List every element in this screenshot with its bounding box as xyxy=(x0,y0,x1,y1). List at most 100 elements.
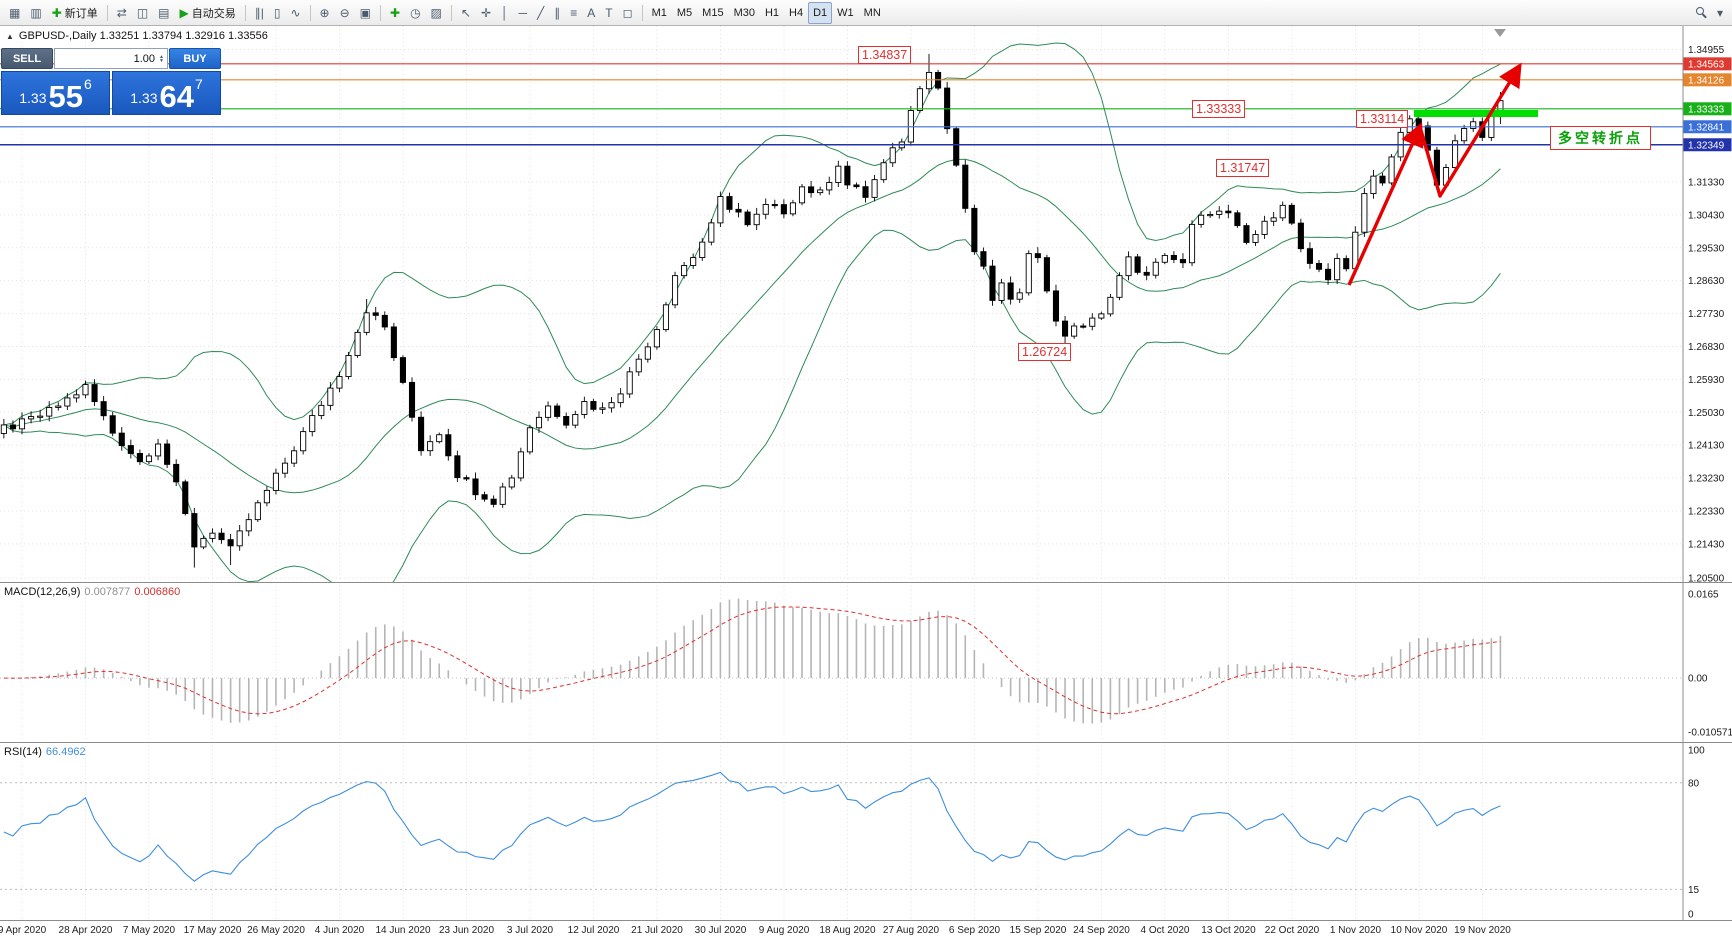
horizontal-grid xyxy=(0,49,1683,579)
macd-panel-svg[interactable]: 0.0165 0.00 -0.010571 xyxy=(0,582,1732,742)
trendline-icon-glyph: ╱ xyxy=(537,5,545,20)
price-annotation-1.34837[interactable]: 1.34837 xyxy=(858,46,912,64)
uptick-icon: ▲ xyxy=(6,31,14,41)
line-chart-icon-glyph: ∿ xyxy=(290,5,301,20)
vertical-line-icon[interactable]: │ xyxy=(496,2,514,24)
svg-text:1.21430: 1.21430 xyxy=(1688,539,1725,550)
text-icon-glyph: A xyxy=(587,5,596,20)
date-label: 19 Nov 2020 xyxy=(1454,925,1511,936)
tf-w1[interactable]: W1 xyxy=(837,6,854,19)
price-tag-bg xyxy=(1683,120,1732,134)
cursor-icon-glyph: ↖ xyxy=(460,5,471,20)
volume-stepper[interactable]: ▲ ▼ xyxy=(159,53,164,64)
date-label: 12 Jul 2020 xyxy=(567,925,620,936)
candlesticks xyxy=(0,53,1504,568)
turning-point-note[interactable]: 多空转折点 xyxy=(1550,126,1651,150)
periods-icon[interactable]: ◷ xyxy=(405,2,425,24)
symbol-ohlc-text: GBPUSD-,Daily 1.33251 1.33794 1.32916 1.… xyxy=(18,30,268,42)
candlestick-chart-icon-glyph: ▯ xyxy=(273,5,281,20)
search-icon[interactable] xyxy=(1691,2,1712,24)
sell-button[interactable]: SELL xyxy=(1,48,53,69)
indicators-add-icon[interactable]: ✚ xyxy=(385,2,405,24)
horizontal-line-icon[interactable]: ─ xyxy=(514,2,533,24)
templates-icon[interactable]: ▨ xyxy=(426,2,447,24)
svg-text:1.25030: 1.25030 xyxy=(1688,408,1725,419)
buy-price-box[interactable]: 1.33 64 7 xyxy=(112,71,221,115)
tile-windows-icon[interactable]: ▣ xyxy=(355,2,376,24)
date-label: 14 Jun 2020 xyxy=(375,925,431,936)
svg-text:0.0165: 0.0165 xyxy=(1688,590,1719,601)
tf-m30[interactable]: M30 xyxy=(733,6,755,19)
trend-arrow[interactable] xyxy=(1418,62,1522,198)
svg-text:0: 0 xyxy=(1688,910,1694,921)
tf-d1[interactable]: D1 xyxy=(808,1,833,24)
price-annotation-1.33333[interactable]: 1.33333 xyxy=(1192,100,1246,118)
chart-list-icon-glyph: ▥ xyxy=(30,5,42,20)
tf-m5[interactable]: M5 xyxy=(676,6,693,19)
price-chart-svg[interactable]: 1.34955 1.31330 1.30430 1.29530 1.28630 1.277… xyxy=(0,26,1732,582)
price-tag-bg xyxy=(1683,73,1732,87)
new-chart-icon[interactable]: ▦ xyxy=(4,2,25,24)
periods-icon-glyph: ◷ xyxy=(410,5,421,20)
fibonacci-icon[interactable]: ≡ xyxy=(565,2,582,24)
support-zone-bar[interactable] xyxy=(1414,110,1538,117)
stepper-up-icon[interactable]: ▲ xyxy=(159,53,164,60)
macd-signal-value: 0.006860 xyxy=(134,586,181,598)
tf-h1[interactable]: H1 xyxy=(764,6,780,19)
new-order-button[interactable]: ✚ 新订单 xyxy=(51,5,98,20)
indicators-add-icon-glyph: ✚ xyxy=(390,5,401,20)
history-center-icon[interactable]: ⇄ xyxy=(112,2,132,24)
chart-list-icon[interactable]: ▥ xyxy=(25,2,46,24)
buy-price-pip: 7 xyxy=(194,76,203,92)
vertical-grid xyxy=(21,26,1483,582)
trendline-icon[interactable]: ╱ xyxy=(532,2,549,24)
market-watch-icon-glyph: ◫ xyxy=(136,5,149,20)
trend-arrow[interactable] xyxy=(1347,122,1424,286)
data-window-icon[interactable]: ▤ xyxy=(153,2,174,24)
svg-text:1.23230: 1.23230 xyxy=(1688,474,1725,485)
price-tag-bg xyxy=(1683,102,1732,116)
zoom-in-icon-glyph: ⊕ xyxy=(319,5,330,20)
cursor-icon[interactable]: ↖ xyxy=(456,2,476,24)
date-label: 3 Jul 2020 xyxy=(506,925,554,936)
svg-text:80: 80 xyxy=(1688,778,1700,789)
text-icon[interactable]: A xyxy=(582,2,600,24)
horizontal-line-icon-glyph: ─ xyxy=(518,5,528,20)
channel-icon[interactable]: ∥ xyxy=(549,2,565,24)
bar-chart-icon[interactable]: ∥| xyxy=(250,2,269,24)
crosshair-icon[interactable]: ✛ xyxy=(476,2,496,24)
macd-histogram xyxy=(12,598,1502,724)
sell-price-box[interactable]: 1.33 55 6 xyxy=(1,71,110,115)
price-tag-1.32841: 1.32841 xyxy=(1688,122,1725,133)
price-annotation-1.33114[interactable]: 1.33114 xyxy=(1356,110,1409,128)
toolbars-menu-icon[interactable]: ▾ xyxy=(1716,5,1723,20)
label-icon[interactable]: T xyxy=(600,2,617,24)
rsi-panel-svg[interactable]: 100 80 15 0 xyxy=(0,742,1732,920)
auto-trading-button[interactable]: ▶ 自动交易 xyxy=(179,5,236,20)
price-annotation-1.31747[interactable]: 1.31747 xyxy=(1216,159,1270,177)
new-order-button-glyph: ✚ xyxy=(51,5,62,20)
sell-price-prefix: 1.33 xyxy=(19,90,47,106)
buy-button[interactable]: BUY xyxy=(169,48,221,69)
tf-m1[interactable]: M1 xyxy=(651,6,667,19)
macd-signal-line xyxy=(3,606,1501,715)
svg-text:15: 15 xyxy=(1688,885,1700,896)
volume-input[interactable]: 1.00 ▲ ▼ xyxy=(54,48,168,69)
candlestick-chart-icon[interactable]: ▯ xyxy=(269,2,286,24)
price-tag-1.34563: 1.34563 xyxy=(1688,59,1725,70)
zoom-out-icon[interactable]: ⊖ xyxy=(335,2,355,24)
zoom-in-icon[interactable]: ⊕ xyxy=(315,2,335,24)
svg-text:1.26830: 1.26830 xyxy=(1688,342,1725,353)
tf-h4[interactable]: H4 xyxy=(789,6,804,19)
shapes-icon[interactable]: ◻ xyxy=(618,2,638,24)
tf-mn[interactable]: MN xyxy=(863,6,881,19)
price-tag-1.33333: 1.33333 xyxy=(1688,104,1725,115)
price-annotation-1.26724[interactable]: 1.26724 xyxy=(1018,343,1072,361)
tf-m15[interactable]: M15 xyxy=(702,6,724,19)
market-watch-icon[interactable]: ◫ xyxy=(132,2,153,24)
chart-area[interactable]: 1.34955 1.31330 1.30430 1.29530 1.28630 1.277… xyxy=(0,26,1732,942)
stepper-down-icon[interactable]: ▼ xyxy=(159,57,164,64)
date-label: 9 Aug 2020 xyxy=(758,925,810,936)
chart-shift-marker[interactable] xyxy=(1494,29,1506,37)
line-chart-icon[interactable]: ∿ xyxy=(285,2,305,24)
